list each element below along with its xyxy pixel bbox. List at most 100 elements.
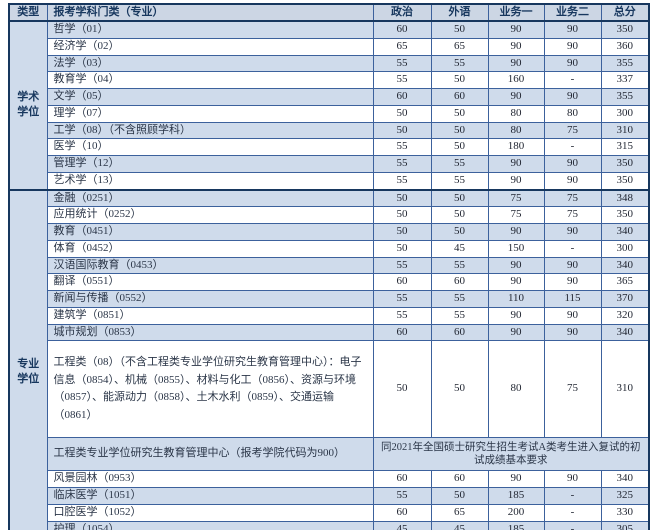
score-cell: 50 [372, 340, 432, 439]
score-cell: 90 [487, 470, 545, 488]
score-cell: 180 [487, 138, 545, 156]
score-cell: 60 [372, 323, 432, 342]
score-cell: 75 [543, 206, 602, 224]
table-row: 口腔医学（1052） 60 65 200-330 [9, 503, 650, 522]
table-row: 汉语国际教育（0453） 55 55 90 90 340 [9, 256, 650, 275]
table-row: 专业学位 金融（0251） 50 50 75 75 348 [8, 188, 650, 530]
score-cell: 90 [543, 88, 602, 106]
score-cell: 90 [487, 37, 545, 56]
score-cell: 185 [487, 520, 545, 530]
score-cell: 340 [600, 323, 650, 342]
score-cell: 55 [372, 71, 432, 89]
score-cell: 90 [487, 88, 545, 106]
score-cell: 305 [600, 520, 650, 530]
table-row: 教育学（04） 55 50 160-337 [9, 71, 650, 89]
column-header-foreign-language: 外语 [430, 3, 489, 22]
column-header-business-1: 业务一 [487, 3, 545, 22]
table-row: 法学（03） 55 55 90 90 355 [9, 54, 650, 73]
score-cell: 90 [487, 306, 545, 325]
score-cell: 310 [600, 121, 650, 140]
score-cell: 90 [543, 54, 602, 73]
score-cell: 355 [600, 54, 650, 73]
score-cell: 340 [600, 470, 650, 488]
subject-cell: 金融（0251） [46, 188, 374, 208]
score-cell: 310 [600, 340, 650, 439]
score-cell: 150 [487, 239, 545, 258]
score-cell: 90 [487, 273, 545, 291]
table-row: 风景园林（0953） 60 60 90 90 340 [9, 470, 650, 488]
score-cell: 90 [487, 323, 545, 342]
score-cell: 55 [372, 290, 432, 308]
score-cell: 60 [430, 470, 489, 488]
score-cell: 50 [430, 340, 489, 439]
table-row: 管理学（12） 55 55 90 90 350 [9, 155, 650, 173]
table-row: 工程类（08）（不含工程类专业学位研究生教育管理中心）：电子信息（0854）、机… [9, 340, 650, 439]
score-cell: 185 [487, 487, 545, 505]
subject-cell: 法学（03） [46, 54, 374, 73]
score-cell: 350 [600, 171, 650, 191]
score-cell: 55 [372, 306, 432, 325]
score-cell: 75 [543, 340, 602, 439]
score-cell: 55 [372, 256, 432, 275]
score-cell: 90 [487, 256, 545, 275]
table-row: 艺术学（13） 55 55 90 90 350 [9, 171, 650, 191]
score-cell: 50 [430, 223, 489, 241]
score-cell: 50 [372, 239, 432, 258]
score-cell: 55 [372, 155, 432, 173]
score-cell: - [543, 71, 602, 89]
score-cell: - [543, 138, 602, 156]
score-cell: 50 [372, 104, 432, 123]
score-cell: 350 [600, 155, 650, 173]
subject-cell: 体育（0452） [46, 239, 374, 258]
subject-cell: 口腔医学（1052） [46, 503, 374, 522]
score-cell: 55 [372, 171, 432, 191]
score-cell: 90 [543, 256, 602, 275]
score-cell: 50 [430, 138, 489, 156]
score-cell: 90 [487, 171, 545, 191]
subject-cell: 汉语国际教育（0453） [46, 256, 374, 275]
score-cell: 50 [430, 188, 489, 208]
score-cell: 60 [430, 88, 489, 106]
column-header-politics: 政治 [372, 3, 432, 22]
table-row: 翻译（0551） 60 60 90 90 365 [9, 273, 650, 291]
table-row: 文学（05） 60 60 90 90 355 [9, 88, 650, 106]
score-cell: 60 [372, 20, 432, 39]
score-cell: 45 [430, 239, 489, 258]
subject-cell: 护理（1054） [46, 520, 374, 530]
table-row: 临床医学（1051） 55 50 185-325 [9, 487, 650, 505]
score-cell: 337 [600, 71, 650, 89]
score-cell: 55 [430, 155, 489, 173]
score-cell: 55 [430, 256, 489, 275]
score-cell: 340 [600, 256, 650, 275]
table-row: 经济学（02） 65 65 90 90 360 [9, 37, 650, 56]
table-row: 建筑学（0851） 55 55 90 90 320 [9, 306, 650, 325]
degree-type-cell: 学术学位 [8, 20, 48, 190]
subject-cell: 工程类专业学位研究生教育管理中心（报考学院代码为900） [46, 437, 374, 472]
score-cell: 65 [372, 37, 432, 56]
score-cell: 110 [487, 290, 545, 308]
score-cell: 90 [543, 223, 602, 241]
score-table: 类型 报考学科门类（专业） 政治 外语 业务一 业务二 总分 学术学位 哲学（01… [8, 3, 650, 530]
subject-cell: 教育学（04） [46, 71, 374, 89]
score-cell: 55 [430, 290, 489, 308]
score-cell: 55 [372, 54, 432, 73]
score-cell: 80 [543, 104, 602, 123]
score-cell: 350 [600, 20, 650, 39]
score-cell: 340 [600, 223, 650, 241]
score-cell: 50 [430, 104, 489, 123]
score-cell: 50 [430, 121, 489, 140]
column-header-business-2: 业务二 [543, 3, 602, 22]
score-cell: 55 [430, 306, 489, 325]
score-cell: 50 [372, 223, 432, 241]
subject-cell: 哲学（01） [46, 20, 374, 39]
note-cell: 同2021年全国硕士研究生招生考试A类考生进入复试的初试成绩基本要求 [372, 437, 650, 472]
score-cell: 330 [600, 503, 650, 522]
score-cell: 90 [543, 470, 602, 488]
table-row: 工程类专业学位研究生教育管理中心（报考学院代码为900） 同2021年全国硕士研究… [9, 437, 650, 472]
table-row: 护理（1054） 45 45 185-305 [9, 520, 650, 530]
header-row: 类型 报考学科门类（专业） 政治 外语 业务一 业务二 总分 [8, 3, 650, 22]
score-cell: 90 [543, 37, 602, 56]
score-cell: 90 [487, 223, 545, 241]
score-cell: 80 [487, 121, 545, 140]
